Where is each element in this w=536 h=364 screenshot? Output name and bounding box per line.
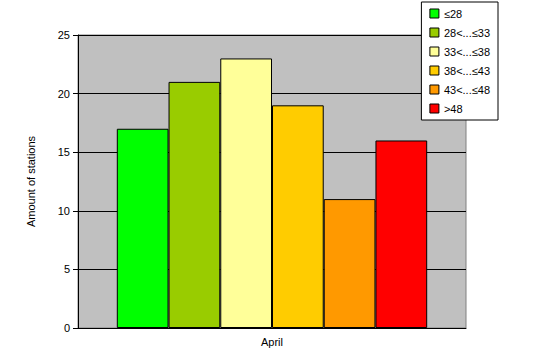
- svg-text:April: April: [261, 336, 283, 348]
- svg-text:38<...≤43: 38<...≤43: [444, 65, 490, 77]
- svg-text:25: 25: [58, 29, 70, 41]
- svg-text:15: 15: [58, 146, 70, 158]
- svg-text:33<...≤38: 33<...≤38: [444, 46, 490, 58]
- svg-text:Amount of stations: Amount of stations: [25, 135, 37, 227]
- svg-text:0: 0: [64, 322, 70, 334]
- svg-text:5: 5: [64, 263, 70, 275]
- svg-text:≤28: ≤28: [444, 8, 462, 20]
- svg-text:>48: >48: [444, 103, 463, 115]
- svg-text:20: 20: [58, 88, 70, 100]
- svg-text:10: 10: [58, 205, 70, 217]
- svg-text:28<...≤33: 28<...≤33: [444, 27, 490, 39]
- svg-text:43<...≤48: 43<...≤48: [444, 84, 490, 96]
